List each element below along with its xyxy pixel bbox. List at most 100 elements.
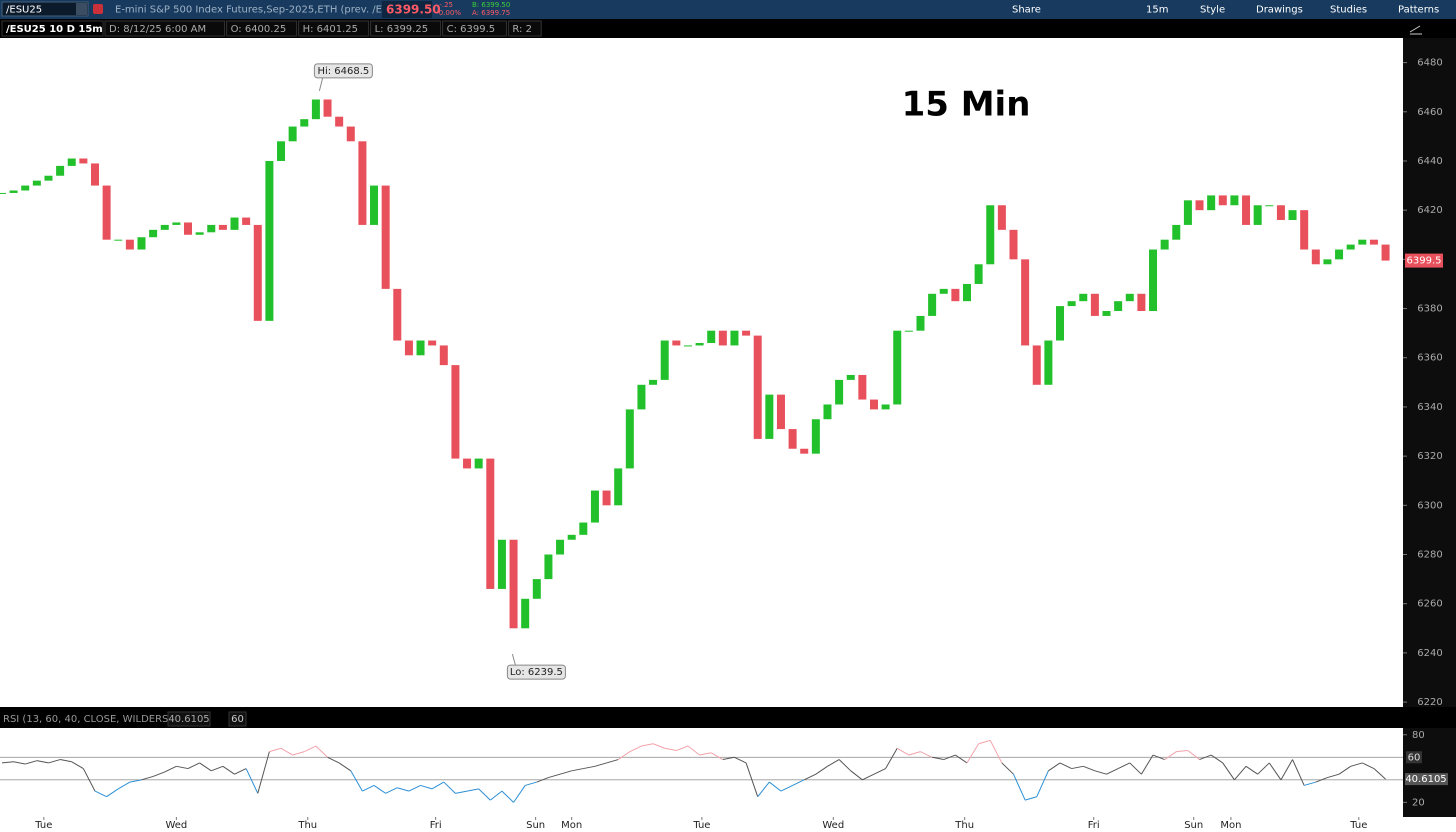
candle	[90, 163, 99, 186]
candle	[1369, 239, 1378, 245]
rsi-segment	[25, 760, 37, 765]
candle	[381, 185, 390, 289]
rsi-segment	[60, 759, 72, 763]
candle	[149, 229, 158, 238]
candle	[265, 160, 274, 321]
toolbar-button-label[interactable]: 15m	[1146, 5, 1168, 16]
candle	[277, 141, 286, 161]
candle	[765, 394, 774, 439]
candle	[695, 342, 704, 346]
rsi-last-box	[1405, 773, 1448, 786]
rsi-segment	[420, 784, 433, 790]
candle	[1160, 239, 1169, 250]
alert-icon[interactable]	[93, 4, 103, 14]
rsi-segment	[1245, 765, 1258, 775]
rsi-segment	[48, 759, 61, 764]
candle	[288, 126, 297, 142]
candle	[184, 222, 193, 235]
rsi-segment	[129, 779, 142, 783]
candle	[1265, 205, 1274, 207]
candle	[997, 205, 1006, 230]
rsi-segment	[583, 765, 596, 770]
rsi-segment	[896, 747, 910, 756]
x-tick-label: Sun	[526, 820, 545, 831]
info-box	[507, 20, 542, 37]
rsi-segment	[1338, 765, 1351, 775]
candle	[1335, 249, 1344, 260]
rsi-segment	[431, 781, 445, 790]
candle	[393, 288, 402, 341]
symbol-dropdown[interactable]	[76, 3, 87, 15]
candle	[625, 409, 634, 469]
rsi-segment	[1024, 796, 1037, 801]
info-box	[298, 20, 370, 37]
candle	[1183, 200, 1192, 225]
candle	[1032, 345, 1041, 385]
y-tick-label: 6360	[1417, 353, 1442, 364]
toolbar-button-label[interactable]: Share	[1012, 5, 1041, 16]
rsi-segment	[222, 765, 235, 775]
candle	[939, 288, 948, 294]
candle	[172, 222, 181, 225]
rsi-header	[0, 710, 1403, 728]
info-text: /ESU25 10 D 15m	[6, 24, 103, 35]
candle	[1300, 210, 1309, 250]
candle	[346, 126, 355, 142]
rsi-segment	[1164, 751, 1177, 760]
rsi-segment	[71, 761, 84, 769]
toolbar-button-label[interactable]: Studies	[1330, 5, 1367, 16]
toolbar	[0, 0, 1456, 19]
candle	[707, 330, 716, 343]
candle	[1218, 195, 1227, 206]
candle	[1195, 200, 1204, 211]
last-box	[382, 1, 432, 18]
rsi-level-box	[228, 711, 247, 727]
rsi-segment	[641, 743, 654, 747]
symbol-input[interactable]	[1, 1, 89, 17]
candle	[428, 340, 437, 346]
candle	[835, 379, 844, 405]
candle	[672, 340, 681, 346]
candle	[79, 158, 88, 164]
price-panel	[0, 38, 1403, 707]
expand-icon[interactable]	[1409, 25, 1422, 35]
rsi-segment	[1199, 754, 1212, 761]
rsi-segment	[187, 762, 200, 770]
candle	[962, 283, 971, 302]
rsi-segment	[1373, 768, 1386, 780]
rsi-segment	[1222, 762, 1235, 781]
rsi-segment	[687, 745, 700, 756]
candle	[928, 293, 937, 316]
rsi-segment	[1094, 770, 1107, 775]
rsi-segment	[292, 751, 305, 756]
rsi-segment	[594, 762, 607, 767]
candle	[509, 539, 518, 629]
rsi-segment	[699, 752, 712, 756]
rsi-segment	[304, 745, 317, 753]
rsi-segment	[234, 768, 247, 775]
x-tick-label: Sun	[1184, 820, 1203, 831]
rsi-segment	[629, 745, 642, 753]
rsi-segment	[478, 788, 491, 801]
rsi-segment	[617, 751, 631, 760]
toolbar-button-label[interactable]: Style	[1200, 5, 1225, 16]
y-tick-label: 80	[1412, 730, 1425, 741]
candle	[1242, 195, 1251, 225]
candle	[451, 365, 460, 459]
rsi-segment	[722, 756, 735, 761]
candle	[858, 374, 867, 400]
rsi-segment	[141, 775, 154, 781]
candle	[1044, 340, 1053, 385]
rsi-segment	[1176, 750, 1188, 753]
rsi-segment	[1106, 768, 1119, 775]
candle	[649, 379, 658, 385]
rsi-segment	[199, 762, 212, 772]
candle	[0, 192, 6, 194]
ask: A: 6399.75	[472, 9, 510, 17]
candle	[893, 330, 902, 405]
candle	[218, 224, 227, 230]
toolbar-button-label[interactable]: Drawings	[1256, 5, 1303, 16]
info-box	[370, 20, 442, 37]
toolbar-button-label[interactable]: Patterns	[1398, 5, 1439, 16]
